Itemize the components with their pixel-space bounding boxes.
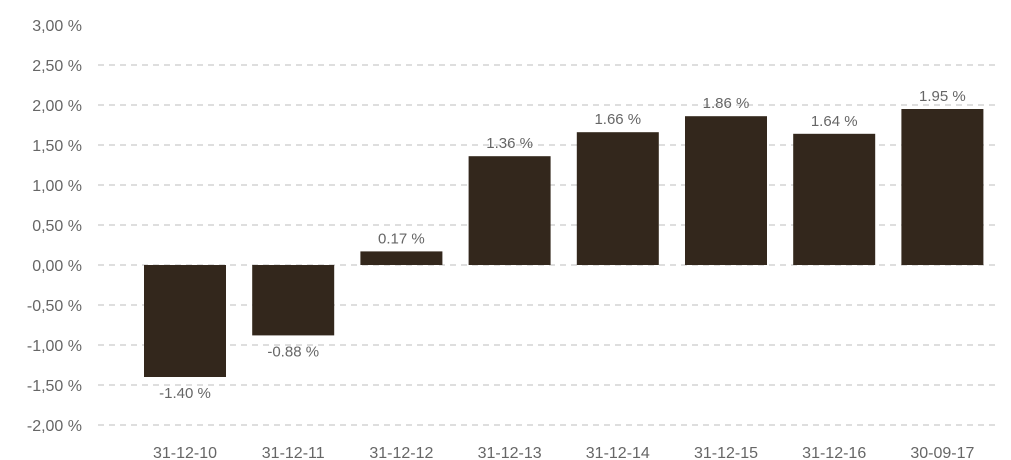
data-labels: -1.40 % -0.88 % 0.17 % 1.36 % 1.66 % 1.86 % 1.…: [159, 88, 966, 402]
x-tick-label: 31-12-15: [694, 445, 758, 460]
x-tick-label: 31-12-12: [369, 445, 433, 460]
data-label: -1.40 %: [159, 385, 211, 402]
bar-31-12-13: [468, 156, 551, 265]
bar-30-09-17: [901, 109, 984, 265]
y-tick-label: 1,50 %: [32, 138, 82, 155]
y-tick-label: 3,00 %: [32, 18, 82, 35]
y-tick-label: -2,00 %: [27, 418, 82, 435]
y-tick-label: 1,00 %: [32, 178, 82, 195]
bar-31-12-15: [685, 116, 767, 265]
x-axis-tick-labels: 31-12-10 31-12-11 31-12-12 31-12-13 31-12-14…: [153, 445, 975, 460]
bars: [144, 109, 984, 377]
data-label: 1.86 %: [703, 95, 750, 112]
data-label: 1.66 %: [594, 111, 641, 128]
x-tick-label: 31-12-16: [802, 445, 866, 460]
x-tick-label: 31-12-10: [153, 445, 217, 460]
y-tick-label: -0,50 %: [27, 298, 82, 315]
y-tick-label: 0,50 %: [32, 218, 82, 235]
data-label: 0.17 %: [378, 230, 425, 247]
data-label: -0.88 %: [267, 343, 319, 360]
x-tick-label: 30-09-17: [910, 445, 974, 460]
y-tick-label: 2,50 %: [32, 58, 82, 75]
data-label: 1.36 %: [486, 135, 533, 152]
x-tick-label: 31-12-14: [586, 445, 650, 460]
y-axis-tick-labels: 3,00 % 2,50 % 2,00 % 1,50 % 1,00 % 0,50 % 0,00…: [27, 18, 82, 435]
bar-31-12-11: [252, 265, 335, 336]
bar-31-12-16: [793, 133, 876, 265]
y-tick-label: -1,00 %: [27, 338, 82, 355]
data-label: 1.95 %: [919, 88, 966, 105]
bar-31-12-10: [144, 265, 226, 377]
bar-31-12-12: [360, 251, 443, 265]
x-tick-label: 31-12-11: [262, 445, 325, 460]
data-label: 1.64 %: [811, 113, 858, 130]
y-tick-label: 0,00 %: [32, 258, 82, 275]
y-tick-label: -1,50 %: [27, 378, 82, 395]
y-tick-label: 2,00 %: [32, 98, 82, 115]
x-tick-label: 31-12-13: [478, 445, 542, 460]
bar-31-12-14: [576, 132, 659, 265]
